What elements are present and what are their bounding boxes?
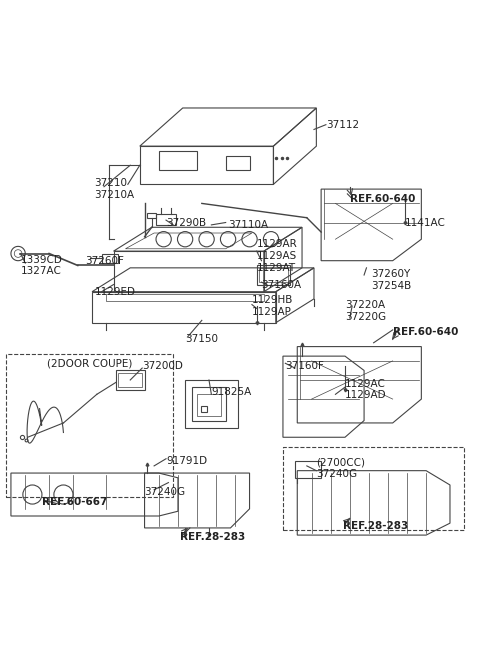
Bar bbox=[159, 151, 197, 170]
Bar bbox=[283, 447, 464, 531]
Text: 37210
37210A: 37210 37210A bbox=[95, 178, 134, 200]
Bar bbox=[6, 354, 173, 497]
Bar bbox=[197, 394, 221, 416]
Text: REF.60-667: REF.60-667 bbox=[42, 496, 108, 507]
Text: 1129AC
1129AD: 1129AC 1129AD bbox=[345, 379, 386, 400]
Text: REF.28-283: REF.28-283 bbox=[180, 533, 246, 542]
Text: 1129ED: 1129ED bbox=[95, 287, 135, 297]
Text: 37160F: 37160F bbox=[285, 361, 324, 371]
Text: 1129AR
1129AS
1129AT: 1129AR 1129AS 1129AT bbox=[257, 239, 298, 272]
Text: 1129HB
1129AP: 1129HB 1129AP bbox=[252, 295, 293, 317]
Text: REF.60-640: REF.60-640 bbox=[350, 194, 415, 204]
Bar bbox=[192, 387, 226, 421]
Text: 37220A
37220G: 37220A 37220G bbox=[345, 300, 386, 322]
Bar bbox=[259, 268, 288, 282]
Text: (2700CC)
37240G: (2700CC) 37240G bbox=[316, 457, 365, 479]
Bar bbox=[102, 253, 118, 263]
Bar bbox=[226, 156, 250, 170]
Text: 91825A: 91825A bbox=[211, 387, 252, 397]
Text: 37160A: 37160A bbox=[262, 280, 301, 290]
Text: 37290B: 37290B bbox=[166, 217, 206, 227]
Text: 37200D: 37200D bbox=[142, 361, 183, 371]
Bar bbox=[257, 265, 290, 284]
Text: REF.28-283: REF.28-283 bbox=[343, 521, 408, 531]
Text: 1141AC: 1141AC bbox=[405, 217, 445, 227]
Bar bbox=[116, 371, 144, 390]
Text: 1339CD
1327AC: 1339CD 1327AC bbox=[21, 255, 62, 276]
Bar bbox=[295, 461, 321, 478]
Text: 37240G: 37240G bbox=[144, 487, 186, 497]
Text: (2DOOR COUPE): (2DOOR COUPE) bbox=[47, 358, 132, 368]
Text: 91791D: 91791D bbox=[166, 456, 207, 466]
Text: 37150: 37150 bbox=[185, 335, 218, 345]
Text: 37112: 37112 bbox=[326, 120, 359, 130]
Text: 37260F: 37260F bbox=[85, 255, 124, 266]
Bar bbox=[147, 213, 156, 217]
Bar bbox=[118, 373, 142, 387]
Text: 37110A: 37110A bbox=[228, 220, 268, 230]
Text: 37260Y
37254B: 37260Y 37254B bbox=[371, 269, 411, 291]
Bar bbox=[185, 380, 238, 428]
Bar bbox=[156, 214, 176, 225]
Text: REF.60-640: REF.60-640 bbox=[393, 328, 458, 337]
